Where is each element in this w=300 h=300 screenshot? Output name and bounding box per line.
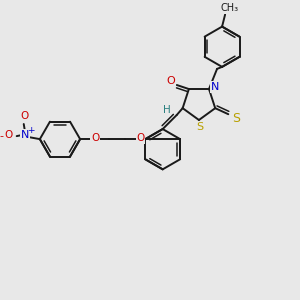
Text: H: H (163, 105, 171, 115)
Text: O: O (136, 133, 145, 143)
Text: O: O (91, 133, 99, 143)
Text: CH₃: CH₃ (220, 4, 238, 14)
Text: O: O (167, 76, 175, 86)
Text: +: + (27, 126, 34, 135)
Text: S: S (196, 122, 203, 132)
Text: -: - (0, 131, 4, 141)
Text: N: N (21, 130, 29, 140)
Text: O: O (21, 111, 29, 121)
Text: O: O (4, 130, 13, 140)
Text: S: S (232, 112, 240, 125)
Text: N: N (211, 82, 219, 92)
